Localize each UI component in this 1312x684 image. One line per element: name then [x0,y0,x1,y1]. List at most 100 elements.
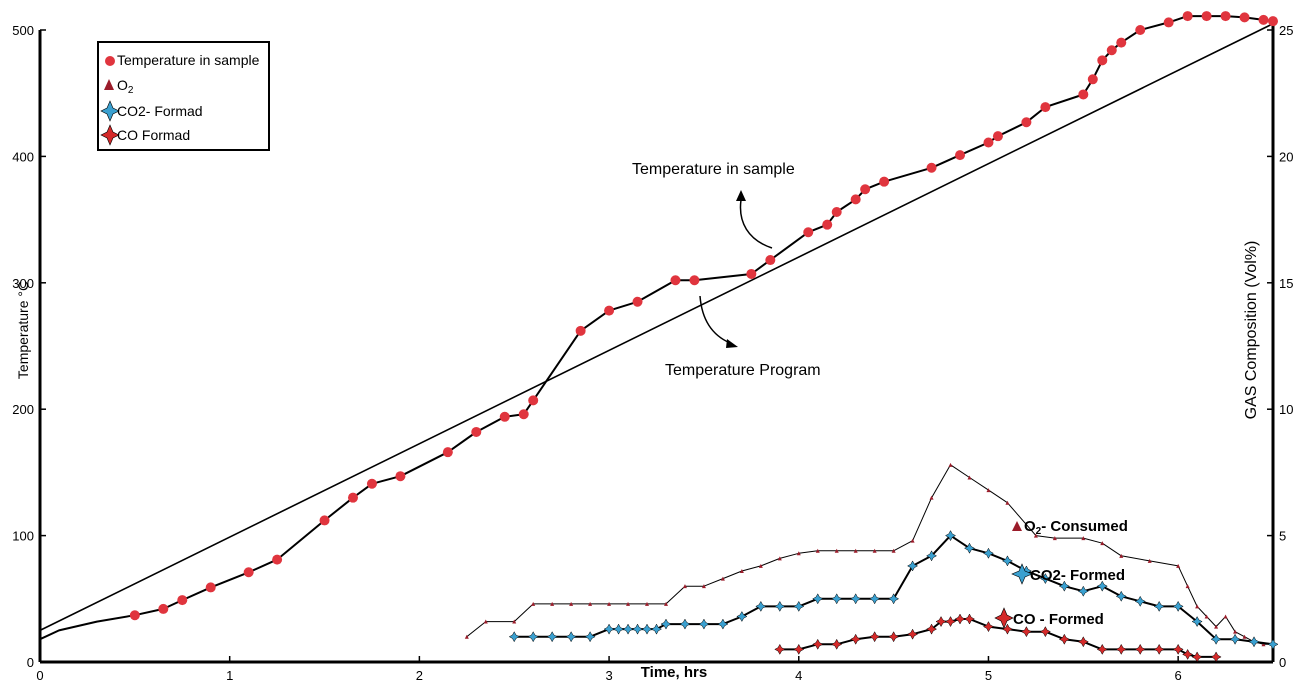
o2-point [1242,634,1247,639]
legend-co: CO Formad [117,127,190,143]
co2-point [698,618,710,630]
co-point [982,621,994,633]
o2-point [986,488,991,493]
co2-point [736,610,748,623]
co2-point [1229,633,1241,645]
o2-point [1147,558,1152,563]
co-point [774,643,786,655]
y2-axis-title: GAS Composition (Vol%) [1243,241,1260,420]
annotation-arrow-sample [739,199,773,249]
label-o2-consumed: O2- Consumed [1012,518,1128,537]
sample-point [746,268,757,279]
annotation-temp-program: Temperature Program [665,362,821,379]
sample-point [1258,14,1269,25]
co-point [1001,623,1013,635]
co2-point [546,631,558,643]
co2-point [1077,585,1089,597]
co2-point [632,623,644,635]
sample-point [499,411,510,422]
co2-point [1001,555,1013,567]
y-ticks: 0 100 200 300 400 500 [12,23,46,670]
o2-point [796,551,801,556]
series-line-o2 [466,464,1273,645]
legend-co-star-icon [100,124,120,146]
co2-point [831,593,843,605]
o2-point [464,634,469,639]
label-co-formed: CO - Formed [994,607,1104,629]
co-point [926,623,938,635]
y-tick-label: 100 [12,529,34,544]
sample-point [632,296,643,307]
co2-point [1153,600,1165,612]
co-point [1096,643,1108,655]
co2-point [527,631,539,643]
co-point [888,631,900,643]
x-tick-label: 5 [985,668,992,683]
co-point [831,638,843,650]
co2-point [944,530,957,542]
sample-point [575,325,586,336]
o2-point [815,548,820,553]
o2-point [1261,642,1266,647]
co-point [1058,633,1070,645]
sample-point [604,305,615,316]
legend-temp-sample: Temperature in sample [117,52,260,68]
sample-point [926,162,937,173]
o2-point [1214,624,1219,629]
co-point [812,638,824,650]
o2-point [1052,536,1057,541]
sample-point [243,567,254,578]
sample-point [395,471,406,482]
o2-point [948,462,953,467]
y2-tick-label: 10 [1279,402,1293,417]
sample-point [860,184,871,195]
o2-point [626,601,631,606]
co2-point [812,593,824,605]
x-tick-label: 2 [416,668,423,683]
y2-tick-label: 25 [1279,23,1293,38]
o2-point [1223,614,1228,619]
o2-point [1100,541,1105,546]
co2-point [926,550,938,562]
sample-point [347,492,358,503]
y-tick-label: 400 [12,149,34,164]
o2-point [1233,629,1238,634]
co2-point [1039,573,1051,585]
sample-point [765,255,776,266]
co2-label-text: CO2- Formed [1030,567,1125,584]
x-tick-label: 6 [1175,668,1182,683]
co-point [869,631,881,643]
co2-point [717,618,729,630]
co2-point [1248,636,1260,648]
series-layer [39,11,1279,663]
o2-point [891,548,896,553]
sample-point [518,409,529,420]
co2-point [869,593,881,605]
sample-point [1201,11,1212,22]
co2-point [1096,580,1108,592]
o2-point [531,601,536,606]
co2-point [982,547,994,559]
o2-point [1119,553,1124,558]
legend-o2-sub: 2 [128,85,134,96]
sample-point [1182,11,1193,22]
co2-point [1191,616,1203,628]
o2-point [550,601,555,606]
legend: Temperature in sample O2 CO2- Formad CO … [97,41,270,151]
co2-point [641,623,653,635]
sample-point [1087,74,1098,85]
sample-point [955,150,966,161]
sample-point [850,194,861,205]
co2-point [613,623,625,635]
co-point [1020,626,1032,638]
sample-point [1163,17,1174,28]
co2-point [1210,633,1222,645]
y2-tick-label: 20 [1279,149,1293,164]
sample-point [1135,25,1146,35]
x-tick-label: 0 [36,668,43,683]
y2-ticks: 0 5 10 15 20 25 [1267,23,1293,670]
o2-point [758,563,763,568]
sample-point [528,395,539,406]
sample-point [992,131,1003,142]
